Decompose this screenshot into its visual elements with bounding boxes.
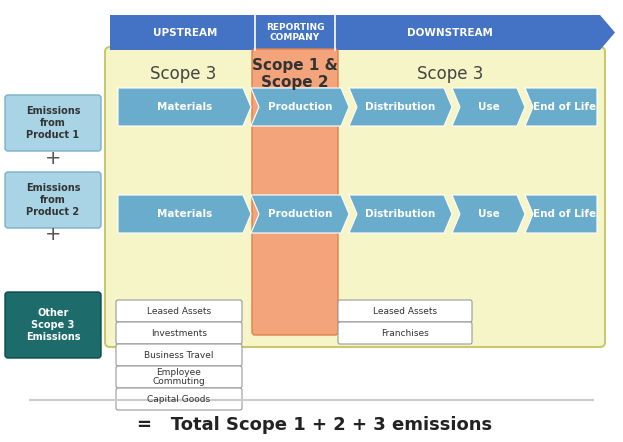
- Polygon shape: [525, 88, 597, 126]
- Polygon shape: [118, 88, 251, 126]
- Polygon shape: [251, 195, 349, 233]
- FancyBboxPatch shape: [5, 95, 101, 151]
- Text: End of Life: End of Life: [533, 209, 597, 219]
- Polygon shape: [349, 88, 452, 126]
- FancyBboxPatch shape: [5, 292, 101, 358]
- FancyBboxPatch shape: [338, 300, 472, 322]
- Text: Other
Scope 3
Emissions: Other Scope 3 Emissions: [26, 308, 80, 343]
- FancyBboxPatch shape: [116, 322, 242, 344]
- Text: Leased Assets: Leased Assets: [373, 306, 437, 316]
- Polygon shape: [525, 195, 597, 233]
- Text: Capital Goods: Capital Goods: [148, 395, 211, 404]
- Text: Emissions
from
Product 1: Emissions from Product 1: [26, 106, 80, 141]
- Text: =   Total Scope 1 + 2 + 3 emissions: = Total Scope 1 + 2 + 3 emissions: [138, 416, 493, 434]
- Text: +: +: [45, 149, 61, 168]
- FancyBboxPatch shape: [116, 366, 242, 388]
- FancyBboxPatch shape: [116, 300, 242, 322]
- Text: +: +: [45, 225, 61, 244]
- Text: Scope 3: Scope 3: [150, 65, 216, 83]
- Text: Production: Production: [268, 102, 332, 112]
- Text: Use: Use: [478, 102, 500, 112]
- Text: Business Travel: Business Travel: [145, 351, 214, 359]
- FancyBboxPatch shape: [116, 344, 242, 366]
- Text: End of Life: End of Life: [533, 102, 597, 112]
- Text: Investments: Investments: [151, 328, 207, 338]
- FancyBboxPatch shape: [252, 49, 338, 335]
- Polygon shape: [118, 195, 251, 233]
- Polygon shape: [110, 15, 615, 50]
- Text: Use: Use: [478, 209, 500, 219]
- Polygon shape: [251, 88, 349, 126]
- Text: DOWNSTREAM: DOWNSTREAM: [407, 27, 493, 38]
- Text: Franchises: Franchises: [381, 328, 429, 338]
- Text: REPORTING
COMPANY: REPORTING COMPANY: [266, 23, 324, 42]
- FancyBboxPatch shape: [338, 322, 472, 344]
- FancyBboxPatch shape: [116, 388, 242, 410]
- Text: Materials: Materials: [157, 102, 212, 112]
- Polygon shape: [452, 195, 525, 233]
- Text: Production: Production: [268, 209, 332, 219]
- Text: Employee
Commuting: Employee Commuting: [153, 368, 206, 386]
- FancyBboxPatch shape: [5, 172, 101, 228]
- FancyBboxPatch shape: [105, 47, 605, 347]
- Text: Scope 3: Scope 3: [417, 65, 483, 83]
- Text: Distribution: Distribution: [365, 209, 435, 219]
- Text: Leased Assets: Leased Assets: [147, 306, 211, 316]
- Text: UPSTREAM: UPSTREAM: [153, 27, 217, 38]
- Text: Emissions
from
Product 2: Emissions from Product 2: [26, 183, 80, 217]
- Polygon shape: [349, 195, 452, 233]
- Polygon shape: [452, 88, 525, 126]
- Text: Materials: Materials: [157, 209, 212, 219]
- Text: Scope 1 &
Scope 2: Scope 1 & Scope 2: [252, 58, 338, 90]
- Text: Distribution: Distribution: [365, 102, 435, 112]
